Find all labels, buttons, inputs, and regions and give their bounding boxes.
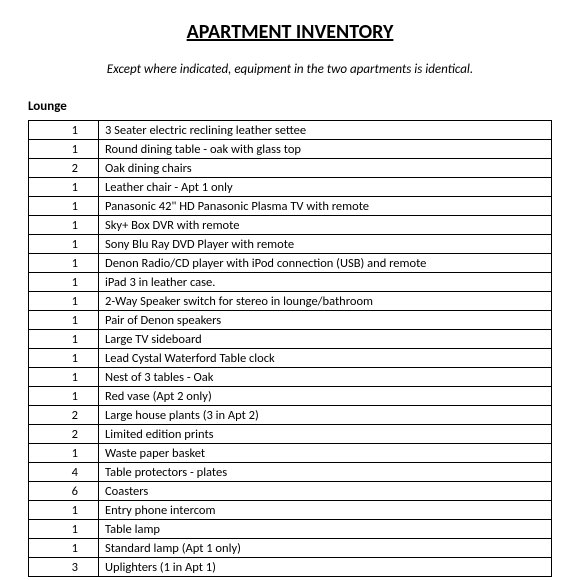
desc-cell: Red vase (Apt 2 only)	[99, 387, 552, 406]
qty-cell: 1	[29, 197, 99, 216]
table-row: 2Oak dining chairs	[29, 159, 552, 178]
desc-cell: Large house plants (3 in Apt 2)	[99, 406, 552, 425]
section-header: Lounge	[28, 99, 552, 114]
desc-cell: Leather chair - Apt 1 only	[99, 178, 552, 197]
desc-cell: Lead Cystal Waterford Table clock	[99, 349, 552, 368]
qty-cell: 1	[29, 501, 99, 520]
desc-cell: Uplighters (1 in Apt 1)	[99, 558, 552, 577]
qty-cell: 1	[29, 368, 99, 387]
qty-cell: 1	[29, 349, 99, 368]
desc-cell: Table lamp	[99, 520, 552, 539]
table-row: 4Table protectors - plates	[29, 463, 552, 482]
qty-cell: 1	[29, 273, 99, 292]
table-row: 1Leather chair - Apt 1 only	[29, 178, 552, 197]
desc-cell: Limited edition prints	[99, 425, 552, 444]
desc-cell: Table protectors - plates	[99, 463, 552, 482]
desc-cell: Denon Radio/CD player with iPod connecti…	[99, 254, 552, 273]
qty-cell: 3	[29, 558, 99, 577]
desc-cell: Coasters	[99, 482, 552, 501]
table-row: 1Standard lamp (Apt 1 only)	[29, 539, 552, 558]
desc-cell: Standard lamp (Apt 1 only)	[99, 539, 552, 558]
desc-cell: Pair of Denon speakers	[99, 311, 552, 330]
table-row: 1Panasonic 42" HD Panasonic Plasma TV wi…	[29, 197, 552, 216]
page-subtitle: Except where indicated, equipment in the…	[28, 62, 552, 77]
table-row: 1iPad 3 in leather case.	[29, 273, 552, 292]
qty-cell: 1	[29, 520, 99, 539]
qty-cell: 1	[29, 178, 99, 197]
inventory-table: 13 Seater electric reclining leather set…	[28, 120, 552, 577]
table-row: 12-Way Speaker switch for stereo in loun…	[29, 292, 552, 311]
qty-cell: 1	[29, 387, 99, 406]
desc-cell: Waste paper basket	[99, 444, 552, 463]
qty-cell: 6	[29, 482, 99, 501]
qty-cell: 1	[29, 539, 99, 558]
desc-cell: Entry phone intercom	[99, 501, 552, 520]
qty-cell: 1	[29, 292, 99, 311]
table-row: 6Coasters	[29, 482, 552, 501]
table-row: 1Pair of Denon speakers	[29, 311, 552, 330]
qty-cell: 4	[29, 463, 99, 482]
table-row: 1Denon Radio/CD player with iPod connect…	[29, 254, 552, 273]
desc-cell: Panasonic 42" HD Panasonic Plasma TV wit…	[99, 197, 552, 216]
qty-cell: 1	[29, 140, 99, 159]
qty-cell: 1	[29, 330, 99, 349]
table-row: 1Round dining table - oak with glass top	[29, 140, 552, 159]
table-row: 2Large house plants (3 in Apt 2)	[29, 406, 552, 425]
qty-cell: 1	[29, 254, 99, 273]
table-row: 1Red vase (Apt 2 only)	[29, 387, 552, 406]
table-row: 1Sky+ Box DVR with remote	[29, 216, 552, 235]
qty-cell: 2	[29, 425, 99, 444]
table-row: 1Table lamp	[29, 520, 552, 539]
desc-cell: Oak dining chairs	[99, 159, 552, 178]
desc-cell: iPad 3 in leather case.	[99, 273, 552, 292]
page-title: APARTMENT INVENTORY	[28, 20, 552, 44]
qty-cell: 2	[29, 406, 99, 425]
table-row: 1Nest of 3 tables - Oak	[29, 368, 552, 387]
table-row: 13 Seater electric reclining leather set…	[29, 121, 552, 140]
desc-cell: Nest of 3 tables - Oak	[99, 368, 552, 387]
desc-cell: Large TV sideboard	[99, 330, 552, 349]
qty-cell: 2	[29, 159, 99, 178]
qty-cell: 1	[29, 444, 99, 463]
qty-cell: 1	[29, 235, 99, 254]
desc-cell: Round dining table - oak with glass top	[99, 140, 552, 159]
qty-cell: 1	[29, 311, 99, 330]
table-row: 1Entry phone intercom	[29, 501, 552, 520]
desc-cell: Sky+ Box DVR with remote	[99, 216, 552, 235]
qty-cell: 1	[29, 216, 99, 235]
table-row: 1Large TV sideboard	[29, 330, 552, 349]
table-row: 3Uplighters (1 in Apt 1)	[29, 558, 552, 577]
desc-cell: 2-Way Speaker switch for stereo in loung…	[99, 292, 552, 311]
table-row: 1Sony Blu Ray DVD Player with remote	[29, 235, 552, 254]
table-row: 1Lead Cystal Waterford Table clock	[29, 349, 552, 368]
desc-cell: Sony Blu Ray DVD Player with remote	[99, 235, 552, 254]
table-row: 1Waste paper basket	[29, 444, 552, 463]
desc-cell: 3 Seater electric reclining leather sett…	[99, 121, 552, 140]
table-row: 2Limited edition prints	[29, 425, 552, 444]
qty-cell: 1	[29, 121, 99, 140]
